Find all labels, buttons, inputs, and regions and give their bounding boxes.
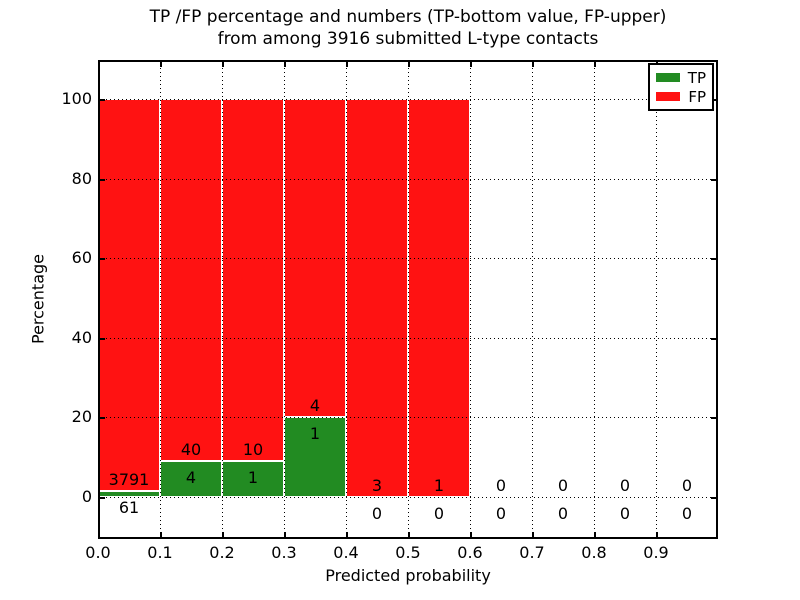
tp-count-label: 0: [371, 504, 383, 523]
x-tick-mark-top: [284, 62, 286, 67]
x-tick-mark: [408, 532, 410, 537]
x-tick-mark: [284, 532, 286, 537]
x-tick-mark: [594, 532, 596, 537]
y-tick-mark-right: [711, 178, 716, 181]
tp-count-label: 4: [185, 467, 197, 487]
tp-count-label: 0: [619, 504, 631, 523]
x-axis-label: Predicted probability: [325, 566, 491, 585]
x-tick-mark-top: [594, 62, 596, 67]
x-tick-mark: [470, 532, 472, 537]
y-tick-label: 80: [71, 168, 92, 188]
x-tick-label: 0.9: [643, 543, 669, 562]
legend-item-tp: TP: [656, 70, 706, 86]
x-tick-label: 0.2: [209, 543, 235, 562]
fp-count-label: 3: [371, 476, 383, 495]
fp-color-swatch: [656, 92, 681, 101]
tp-count-label: 0: [557, 504, 569, 523]
x-tick-label: 0.7: [519, 543, 545, 562]
bar-segment-fp: [346, 99, 408, 497]
legend-label-tp: TP: [687, 68, 706, 87]
y-tick-label: 0: [81, 487, 92, 506]
fp-count-label: 40: [180, 439, 202, 459]
tp-count-label: 1: [309, 424, 321, 444]
x-tick-mark: [656, 532, 658, 537]
x-tick-label: 0.3: [271, 543, 297, 562]
legend-label-fp: FP: [688, 87, 706, 106]
tp-count-label: 0: [681, 504, 693, 523]
gridline-vertical: [594, 60, 595, 539]
fp-count-label: 1: [433, 476, 445, 495]
y-tick-mark-right: [711, 258, 716, 261]
gridline-vertical: [284, 60, 285, 539]
bar-segment-fp: [98, 99, 160, 491]
x-tick-mark: [222, 532, 224, 537]
legend-item-fp: FP: [656, 89, 706, 105]
gridline-vertical: [408, 60, 409, 539]
bar-segment-fp: [408, 99, 470, 497]
chart-title-line1: TP /FP percentage and numbers (TP-bottom…: [149, 7, 667, 27]
y-tick-mark-right: [711, 497, 716, 499]
y-tick-label: 40: [71, 327, 92, 347]
fp-count-label: 0: [495, 476, 507, 495]
tp-count-label: 1: [247, 467, 259, 487]
bar-segment-tp: [160, 460, 222, 497]
y-tick-label: 100: [61, 89, 92, 108]
y-tick-mark: [100, 178, 105, 181]
tp-count-label: 61: [118, 497, 140, 517]
y-tick-mark: [100, 337, 105, 340]
x-tick-label: 0.4: [333, 543, 359, 562]
x-tick-label: 0.0: [85, 543, 111, 562]
y-tick-mark-right: [711, 337, 716, 340]
fp-count-label: 0: [619, 476, 631, 495]
y-tick-label: 60: [71, 248, 92, 268]
x-tick-mark: [160, 532, 162, 537]
x-tick-mark: [532, 532, 534, 537]
y-tick-mark-right: [711, 417, 716, 420]
gridline-vertical: [532, 60, 533, 539]
x-tick-label: 0.6: [457, 543, 483, 562]
x-tick-mark-top: [98, 62, 100, 67]
tp-count-label: 0: [495, 504, 507, 523]
chart-title: TP /FP percentage and numbers (TP-bottom…: [98, 6, 718, 50]
y-tick-mark: [100, 417, 105, 420]
x-tick-mark-top: [532, 62, 534, 67]
y-tick-mark: [100, 497, 105, 499]
y-tick-label: 20: [71, 407, 92, 427]
fp-count-label: 3791: [108, 469, 150, 489]
x-tick-mark-top: [346, 62, 348, 67]
chart-title-line2: from among 3916 submitted L-type contact…: [217, 29, 599, 49]
legend: TP FP: [648, 63, 714, 111]
x-tick-mark-top: [408, 62, 410, 67]
gridline-vertical: [470, 60, 471, 539]
bar-segment-fp: [222, 99, 284, 461]
fp-count-label: 0: [681, 476, 693, 495]
x-tick-mark-top: [222, 62, 224, 67]
x-tick-mark: [346, 532, 348, 537]
y-tick-mark: [100, 258, 105, 261]
x-tick-mark: [98, 532, 100, 537]
bar-segment-tp: [222, 460, 284, 497]
gridline-vertical: [222, 60, 223, 539]
gridline-vertical: [656, 60, 657, 539]
x-tick-label: 0.5: [395, 543, 421, 562]
gridline-vertical: [346, 60, 347, 539]
x-tick-mark-top: [470, 62, 472, 67]
fp-count-label: 10: [242, 439, 264, 459]
plot-area: 3791 61 40 4 10 1 4 1 3 0 1 0 0 0 0 0 0 0 0 0: [98, 60, 718, 539]
tp-color-swatch: [656, 73, 680, 82]
x-tick-label: 0.1: [147, 543, 173, 562]
gridline-vertical: [160, 60, 161, 539]
x-tick-mark-top: [160, 62, 162, 67]
y-tick-mark: [100, 99, 105, 101]
tp-count-label: 0: [433, 504, 445, 523]
fp-count-label: 4: [309, 396, 321, 416]
bar-segment-fp: [160, 99, 222, 461]
x-tick-label: 0.8: [581, 543, 607, 562]
fp-count-label: 0: [557, 476, 569, 495]
